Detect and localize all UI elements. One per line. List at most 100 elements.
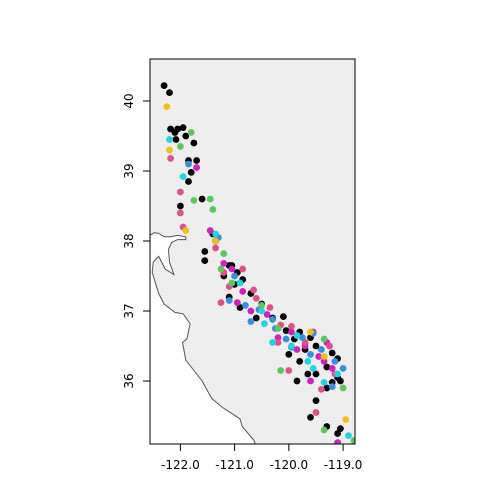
data-point-black: [160, 82, 168, 89]
data-point-green: [187, 129, 195, 136]
data-point-magenta: [233, 299, 241, 306]
data-point-magenta: [288, 328, 295, 336]
data-point-pink: [177, 209, 184, 217]
data-point-magenta: [334, 439, 341, 444]
x-tick-label: -121.0: [215, 458, 254, 472]
data-point-green: [339, 384, 347, 392]
data-point-black: [252, 314, 260, 322]
data-point-black: [201, 248, 209, 255]
data-point-cyan: [258, 307, 266, 315]
data-point-black: [280, 313, 287, 320]
data-point-pink: [212, 244, 220, 252]
y-tick-label: 40: [122, 93, 136, 108]
data-point-green: [220, 250, 228, 257]
data-point-blue: [185, 160, 192, 168]
data-point-blue: [307, 351, 314, 358]
data-point-green: [177, 143, 184, 150]
y-tick-label: 39: [122, 163, 136, 178]
data-point-black: [323, 363, 331, 371]
data-point-blue: [331, 358, 339, 365]
x-tick-label: -120.0: [269, 458, 308, 472]
data-point-cyan: [304, 358, 312, 365]
data-point-pink: [326, 342, 333, 350]
data-point-yellow: [182, 227, 190, 234]
y-axis: 36 37 38 39 40: [122, 93, 151, 389]
data-point-green: [320, 335, 328, 343]
data-point-blue: [299, 334, 306, 341]
y-tick-label: 36: [122, 373, 136, 388]
data-point-green: [217, 265, 225, 273]
data-point-green: [277, 367, 285, 374]
data-point-black: [172, 136, 180, 143]
coastline: [150, 232, 256, 444]
data-point-blue: [269, 316, 276, 323]
data-point-black: [201, 257, 209, 264]
data-point-yellow: [166, 146, 173, 154]
data-point-black: [337, 377, 344, 385]
data-point-cyan: [334, 370, 341, 378]
data-point-green: [190, 197, 198, 204]
data-point-black: [190, 139, 198, 147]
data-point-cyan: [320, 379, 328, 386]
data-point-magenta: [206, 227, 214, 234]
y-tick-label: 38: [122, 233, 136, 248]
data-point-magenta: [307, 377, 314, 385]
data-point-blue: [282, 335, 290, 343]
data-point-blue: [231, 272, 239, 280]
data-point-cyan: [212, 230, 220, 238]
data-point-black: [312, 370, 320, 378]
data-point-pink: [318, 386, 325, 393]
data-point-magenta: [315, 353, 323, 360]
data-point-black: [187, 169, 195, 176]
data-point-pink: [167, 155, 175, 162]
data-point-black: [185, 178, 192, 185]
data-point-magenta: [228, 265, 236, 273]
data-point-pink: [252, 295, 260, 302]
data-point-black: [323, 384, 331, 392]
data-point-yellow: [342, 416, 350, 423]
data-point-magenta: [293, 346, 301, 353]
data-point-green: [350, 437, 355, 444]
data-point-yellow: [307, 328, 314, 336]
data-point-yellow: [163, 103, 171, 110]
data-point-pink: [217, 299, 225, 306]
data-point-green: [258, 302, 266, 309]
data-point-magenta: [274, 334, 282, 341]
data-point-cyan: [236, 279, 244, 287]
data-point-pink: [274, 339, 282, 346]
data-point-black: [293, 377, 301, 385]
data-point-yellow: [212, 237, 220, 245]
data-point-black: [179, 124, 187, 131]
data-point-blue: [247, 318, 255, 325]
data-point-black: [182, 132, 190, 140]
data-point-magenta: [220, 260, 228, 267]
data-point-black: [198, 195, 206, 203]
data-point-green: [320, 426, 328, 434]
data-point-cyan: [261, 320, 268, 327]
data-point-black: [312, 397, 320, 404]
data-point-blue: [225, 297, 233, 304]
data-point-black: [174, 125, 182, 133]
data-point-pink: [239, 265, 247, 273]
data-point-green: [209, 206, 217, 213]
data-point-magenta: [239, 288, 247, 295]
data-point-cyan: [309, 365, 317, 372]
data-point-black: [304, 370, 312, 378]
data-point-green: [274, 325, 282, 332]
data-point-magenta: [320, 358, 328, 365]
data-point-black: [307, 414, 314, 421]
data-point-magenta: [247, 307, 255, 315]
data-point-pink: [266, 304, 274, 311]
y-tick-label: 37: [122, 303, 136, 318]
x-tick-label: -119.0: [324, 458, 363, 472]
data-point-black: [312, 342, 320, 350]
data-point-pink: [250, 286, 257, 294]
data-point-black: [285, 351, 293, 358]
data-point-black: [166, 89, 173, 96]
data-point-yellow: [320, 353, 328, 360]
data-point-pink: [288, 323, 295, 330]
data-point-black: [193, 157, 201, 164]
data-point-black: [177, 202, 184, 210]
data-point-magenta: [328, 365, 336, 372]
